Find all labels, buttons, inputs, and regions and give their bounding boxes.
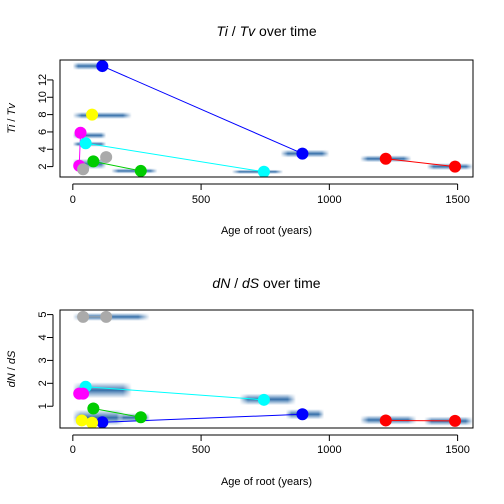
data-point — [79, 137, 92, 150]
data-point — [449, 414, 462, 427]
x-tick-label: 0 — [70, 444, 76, 456]
data-point — [77, 310, 90, 323]
series-line — [102, 413, 303, 423]
text-part: / — [6, 364, 18, 373]
y-axis-label: dN / dS — [6, 350, 18, 387]
y-tick-label: 4 — [37, 334, 49, 340]
data-point — [77, 387, 90, 400]
text-part: over time — [255, 23, 317, 39]
density-band — [119, 413, 150, 423]
series-line — [93, 408, 141, 418]
data-point — [449, 160, 462, 173]
series-group — [73, 60, 462, 177]
x-tick-label: 1000 — [317, 194, 341, 206]
x-tick-label: 1000 — [317, 444, 341, 456]
data-point — [87, 402, 100, 415]
x-axis-label: Age of root (years) — [221, 225, 312, 237]
data-point — [379, 414, 392, 427]
data-point — [379, 152, 392, 165]
y-tick-label: 10 — [37, 91, 49, 103]
data-point — [100, 151, 113, 164]
x-tick-label: 500 — [192, 444, 210, 456]
data-point — [296, 147, 309, 160]
y-axis-label: Ti / Tv — [6, 102, 18, 134]
x-tick-label: 1500 — [445, 444, 469, 456]
data-point — [96, 416, 109, 428]
data-point — [134, 411, 147, 424]
y-tick-label: 2 — [37, 164, 49, 170]
text-part: over time — [259, 275, 321, 291]
series-line — [385, 158, 456, 168]
series-line — [85, 142, 265, 173]
text-part: / — [230, 275, 242, 291]
text-part: Ti — [216, 23, 228, 39]
text-part: / — [228, 23, 240, 39]
dn-ds-panel: 0 500 1000 1500 1 2 3 4 5 dN / dS over time Age of… — [6, 275, 474, 488]
data-point — [296, 408, 309, 421]
y-tick-label: 8 — [37, 112, 49, 118]
density-band — [231, 169, 284, 174]
y-tick-label: 1 — [37, 403, 49, 409]
y-tick-label: 3 — [37, 357, 49, 363]
x-axis-label: Age of root (years) — [221, 476, 312, 488]
density-band — [72, 131, 107, 139]
data-point — [257, 165, 270, 177]
data-point — [134, 164, 147, 177]
data-point — [257, 393, 270, 406]
chart-title: Ti / Tv over time — [216, 23, 316, 39]
density-band — [72, 62, 109, 70]
data-point — [74, 126, 87, 139]
data-point — [87, 155, 100, 168]
text-part: dS — [6, 350, 18, 364]
data-point — [77, 163, 90, 176]
data-point — [96, 60, 109, 73]
text-part: Tv — [6, 102, 18, 116]
x-tick-label: 500 — [192, 194, 210, 206]
y-tick-label: 2 — [37, 380, 49, 386]
ti-tv-panel: 0 500 1000 1500 2 4 6 8 10 12 Ti / Tv over time Age… — [6, 23, 474, 237]
density-band — [111, 168, 158, 174]
text-part: / — [6, 115, 18, 124]
series-line — [93, 160, 141, 172]
plot-frame — [59, 59, 474, 178]
text-part: dN — [212, 275, 231, 291]
y-tick-label: 4 — [37, 146, 49, 152]
x-tick-label: 0 — [70, 194, 76, 206]
data-point — [86, 108, 99, 121]
density-band — [72, 112, 132, 119]
text-part: dS — [242, 275, 260, 291]
chart-title: dN / dS over time — [212, 275, 320, 291]
data-point — [100, 310, 113, 323]
text-part: Ti — [6, 124, 18, 134]
y-tick-label: 5 — [37, 312, 49, 318]
y-tick-label: 12 — [37, 74, 49, 86]
series-line — [102, 65, 303, 155]
series-line — [85, 386, 264, 401]
data-point — [75, 414, 88, 427]
text-part: Tv — [240, 23, 257, 39]
y-tick-label: 6 — [37, 129, 49, 135]
x-tick-label: 1500 — [445, 194, 469, 206]
series-group — [73, 310, 462, 428]
density-bands — [72, 312, 473, 426]
plot-frame — [59, 309, 474, 429]
text-part: dN — [6, 373, 18, 387]
data-point — [86, 416, 99, 428]
